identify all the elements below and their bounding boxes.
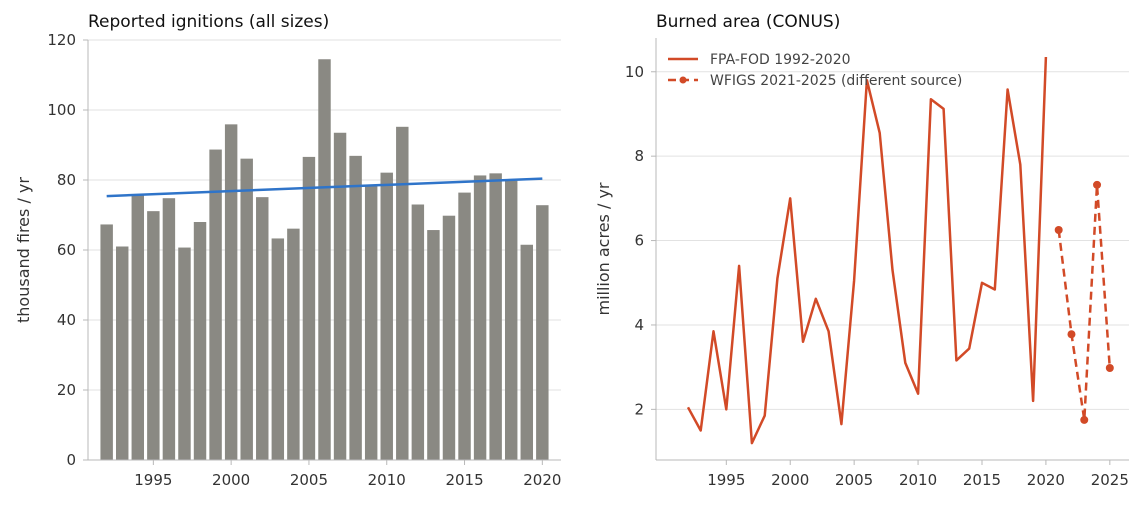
ignitions-bar: [396, 126, 409, 461]
burned-area-y-tick-label: 8: [634, 147, 644, 165]
burned-area-panel: Burned area (CONUS) 2 4 6 8 10 1995 2000 2005 20…: [594, 12, 1129, 489]
ignitions-bar: [178, 247, 191, 460]
ignitions-y-tick-label: 120: [47, 31, 76, 49]
burned-area-legend: FPA-FOD 1992-2020 WFIGS 2021-2025 (diffe…: [668, 52, 962, 89]
wfigs-data-point: [1054, 226, 1063, 235]
ignitions-bar: [100, 224, 113, 460]
ignitions-y-tick-label: 80: [57, 171, 76, 189]
ignitions-bar: [520, 244, 533, 460]
ignitions-bar: [489, 173, 502, 460]
burned-area-x-tick-label: 2005: [835, 471, 873, 489]
burned-area-y-tick-label: 10: [625, 63, 644, 81]
burned-area-x-tick-label: 2025: [1091, 471, 1129, 489]
ignitions-chart-title: Reported ignitions (all sizes): [88, 12, 329, 32]
ignitions-bar: [380, 172, 393, 460]
wfigs-series-line: [1057, 183, 1112, 422]
ignitions-y-tick-label: 100: [47, 101, 76, 119]
burned-area-x-tick-label: 2000: [771, 471, 809, 489]
ignitions-bar: [287, 228, 300, 460]
ignitions-bar: [256, 197, 269, 460]
ignitions-bar: [162, 198, 176, 460]
ignitions-bar: [364, 185, 378, 460]
ignitions-y-axis-label: thousand fires / yr: [14, 177, 33, 323]
ignitions-x-tick-label: 2005: [290, 471, 328, 489]
ignitions-x-tick-label: 2020: [523, 471, 561, 489]
ignitions-bar: [458, 192, 471, 460]
ignitions-trend: [106, 177, 543, 198]
fpa-fod-series-line: [686, 56, 1048, 445]
ignitions-axes: 0 20 40 60 80 100 120 1995 2000 2005 2010 2015 2020: [47, 31, 561, 489]
ignitions-bar: [209, 149, 222, 461]
ignitions-y-tick-label: 0: [66, 451, 76, 469]
ignitions-y-tick-label: 60: [57, 241, 76, 259]
burned-area-y-tick-label: 2: [634, 400, 644, 418]
burned-area-y-tick-label: 4: [634, 316, 644, 334]
ignitions-bar: [116, 246, 129, 460]
legend-label-fpa-fod: FPA-FOD 1992-2020: [710, 52, 851, 68]
burned-area-x-tick-label: 2010: [899, 471, 937, 489]
ignitions-bar: [302, 156, 316, 460]
ignitions-bar: [333, 132, 347, 460]
ignitions-bar: [411, 204, 425, 460]
ignitions-x-tick-label: 2015: [445, 471, 483, 489]
legend-marker-wfigs: [679, 76, 687, 84]
ignitions-bar: [442, 215, 456, 460]
ignitions-y-tick-label: 40: [57, 311, 76, 329]
ignitions-bar: [504, 180, 518, 460]
ignitions-bar: [193, 222, 207, 460]
burned-area-x-tick-label: 2015: [963, 471, 1001, 489]
ignitions-x-tick-label: 1995: [134, 471, 172, 489]
ignitions-bar: [224, 124, 238, 460]
ignitions-bar: [473, 175, 487, 460]
burned-area-x-tick-label: 1995: [707, 471, 745, 489]
ignitions-bar: [131, 195, 145, 461]
wfigs-data-point: [1067, 330, 1076, 339]
burned-area-x-tick-label: 2020: [1027, 471, 1065, 489]
ignitions-bar: [536, 205, 549, 460]
wfigs-data-point: [1080, 415, 1089, 424]
ignitions-bar: [271, 238, 285, 460]
burned-area-y-axis-label: million acres / yr: [594, 182, 613, 315]
ignitions-panel: Reported ignitions (all sizes) 0 20 40 60 80…: [14, 12, 561, 489]
ignitions-bar: [349, 155, 362, 460]
ignitions-bar: [147, 211, 160, 460]
burned-area-axes: 2 4 6 8 10 1995 2000 2005 2010 2015 2020 2025: [625, 38, 1129, 489]
burned-area-lines: [686, 56, 1114, 445]
burned-area-gridlines: [656, 71, 1129, 410]
ignitions-x-tick-label: 2000: [212, 471, 250, 489]
legend-label-wfigs: WFIGS 2021-2025 (different source): [710, 73, 962, 89]
burned-area-chart-title: Burned area (CONUS): [656, 12, 840, 32]
burned-area-y-tick-label: 6: [634, 232, 644, 250]
ignitions-x-tick-label: 2010: [368, 471, 406, 489]
ignitions-bars: [100, 59, 549, 461]
ignitions-trend-line: [106, 177, 543, 198]
wfigs-data-point: [1105, 364, 1114, 373]
ignitions-y-tick-label: 20: [57, 381, 76, 399]
ignitions-bar: [427, 230, 440, 460]
ignitions-bar: [240, 158, 253, 460]
wfigs-data-point: [1093, 180, 1102, 189]
ignitions-bar: [318, 59, 331, 460]
